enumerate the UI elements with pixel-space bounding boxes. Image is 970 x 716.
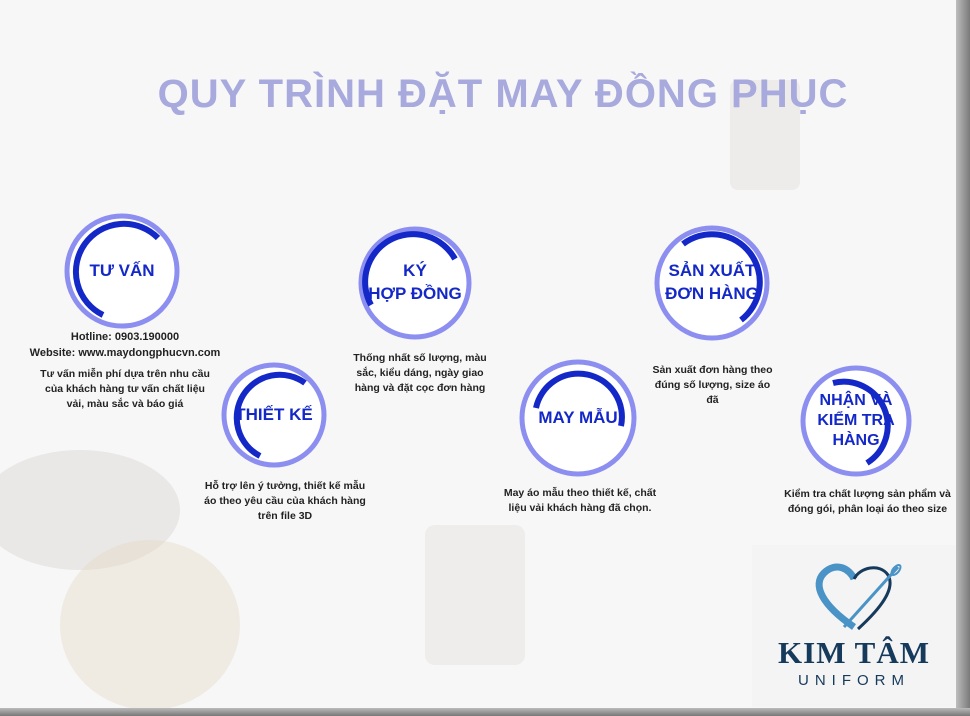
step-description: May áo mẫu theo thiết kế, chất liệu vải … — [500, 486, 660, 516]
label-line: ĐƠN HÀNG — [665, 284, 759, 303]
label-line: NHẬN VÀ — [819, 392, 893, 409]
progress-ring-icon — [221, 362, 327, 468]
step-may-mau: MAY MẪU — [518, 358, 638, 478]
kim-tam-logo: KIM TÂM UNIFORM — [752, 545, 956, 707]
step-description: Thống nhất số lượng, màu sắc, kiểu dáng,… — [350, 351, 490, 397]
brand-name: KIM TÂM — [778, 635, 930, 670]
step-description: Sản xuất đơn hàng theo đúng số lượng, si… — [650, 363, 775, 409]
progress-ring-icon — [64, 213, 180, 329]
desc-line: áo theo yêu cầu của khách hàng — [204, 495, 366, 508]
desc-line: Thống nhất số lượng, màu — [353, 352, 487, 364]
label-line: HÀNG — [832, 432, 880, 449]
step-label: TƯ VẤN — [89, 260, 155, 280]
progress-ring-icon — [358, 226, 472, 340]
desc-line: Tư vấn miễn phí dựa trên nhu cầu — [40, 368, 210, 380]
label-line: HỢP ĐỒNG — [368, 284, 462, 303]
desc-line: Hỗ trợ lên ý tưởng, thiết kế mẫu — [204, 480, 366, 492]
desc-line: trên file 3D — [257, 510, 313, 523]
desc-line: Sản xuất đơn hàng theo — [652, 364, 773, 376]
frame-border-bottom — [0, 708, 970, 716]
step-label: THIẾT KẾ — [235, 404, 313, 424]
desc-line: Kiểm tra chất lượng sản phẩm và — [784, 488, 951, 500]
label-line: KIỂM TRA — [817, 412, 895, 429]
step-thiet-ke: THIẾT KẾ — [220, 361, 328, 469]
brand-tagline: UNIFORM — [798, 672, 910, 689]
scissors-decoration — [0, 450, 180, 570]
step-label: SẢN XUẤT ĐƠN HÀNG — [653, 224, 771, 342]
hotline: Hotline: 0903.190000 — [70, 331, 180, 343]
step-description: Hỗ trợ lên ý tưởng, thiết kế mẫu áo theo… — [195, 479, 375, 525]
step-description: Kiểm tra chất lượng sản phẩm và đóng gói… — [780, 487, 955, 517]
desc-line: của khách hàng tư vấn chất liệu — [45, 383, 205, 396]
step-nhan-kiem-tra: NHẬN VÀ KIỂM TRA HÀNG — [799, 364, 913, 478]
desc-line: đúng số lượng, size áo đã — [654, 379, 771, 407]
spool-decoration — [425, 525, 525, 665]
page-title: QUY TRÌNH ĐẶT MAY ĐỒNG PHỤC — [157, 72, 849, 116]
progress-ring-icon — [800, 365, 912, 477]
frame-border-right — [956, 0, 970, 716]
desc-line: May áo mẫu theo thiết kế, chất — [503, 487, 657, 499]
measuring-tape-decoration — [60, 540, 240, 710]
desc-line: đóng gói, phân loại áo theo size — [787, 503, 948, 516]
desc-line: liệu vải khách hàng đã chọn. — [508, 502, 652, 515]
step-label: MAY MẪU — [538, 407, 618, 427]
step-tu-van: TƯ VẤN — [63, 212, 181, 330]
desc-line: sắc, kiểu dáng, ngày giao — [356, 367, 484, 380]
contact-info: Hotline: 0903.190000 Website: www.maydon… — [20, 330, 230, 362]
website: Website: www.maydongphucvn.com — [29, 346, 221, 359]
step-label: NHẬN VÀ KIỂM TRA HÀNG — [799, 364, 913, 478]
label-line: SẢN XUẤT — [668, 261, 756, 281]
progress-ring-icon — [519, 359, 637, 477]
progress-ring-icon — [654, 225, 770, 341]
label-line: KÝ — [403, 261, 427, 281]
step-ky-hop-dong: KÝ HỢP ĐỒNG — [357, 225, 473, 341]
heart-needle-icon — [815, 563, 902, 631]
step-description: Tư vấn miễn phí dựa trên nhu cầu của khá… — [30, 367, 220, 413]
step-label: KÝ HỢP ĐỒNG — [357, 225, 473, 341]
step-san-xuat: SẢN XUẤT ĐƠN HÀNG — [653, 224, 771, 342]
desc-line: vải, màu sắc và báo giá — [66, 398, 184, 411]
spool-decoration — [730, 80, 800, 190]
desc-line: hàng và đặt cọc đơn hàng — [354, 382, 486, 395]
